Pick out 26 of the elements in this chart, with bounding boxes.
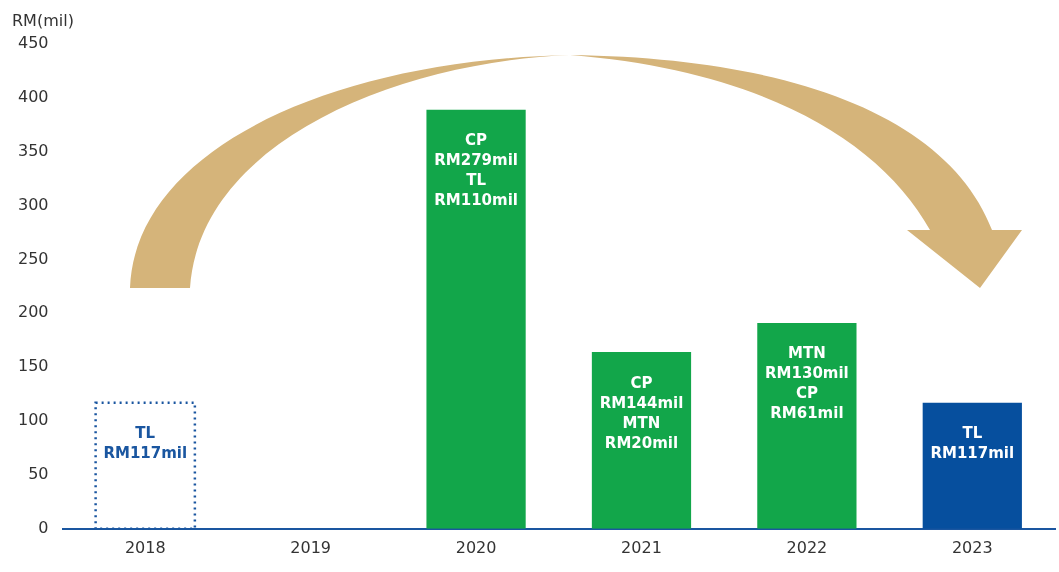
data-label: CP RM144mil MTN RM20mil [599,373,684,452]
y-tick-label: 200 [17,302,49,322]
y-tick-label: 100 [17,410,49,430]
data-label: CP RM279mil TL RM110mil [434,131,518,210]
data-label: MTN RM130mil CP RM61mil [765,344,849,423]
y-tick-label: 50 [28,464,49,484]
bar [426,109,526,529]
bar [922,402,1022,529]
y-axis-title: RM(mil) [12,11,74,31]
y-tick-label: 300 [17,194,49,214]
x-tick-label: 2023 [951,537,993,557]
y-tick-label: 150 [17,356,49,376]
y-tick-label: 0 [38,517,49,537]
x-tick-label: 2022 [786,537,828,557]
x-tick-label: 2018 [124,537,166,557]
bar [591,352,692,529]
x-tick-label: 2021 [621,537,662,557]
data-label: TL RM117mil [930,424,1015,463]
x-tick-label: 2020 [455,537,497,557]
data-label: TL RM117mil [103,424,188,463]
x-tick-label: 2019 [290,537,332,557]
y-tick-label: 350 [17,140,49,160]
y-tick-label: 450 [17,33,49,53]
y-tick-label: 400 [17,87,49,107]
y-tick-label: 250 [17,248,49,268]
bar [757,323,857,529]
